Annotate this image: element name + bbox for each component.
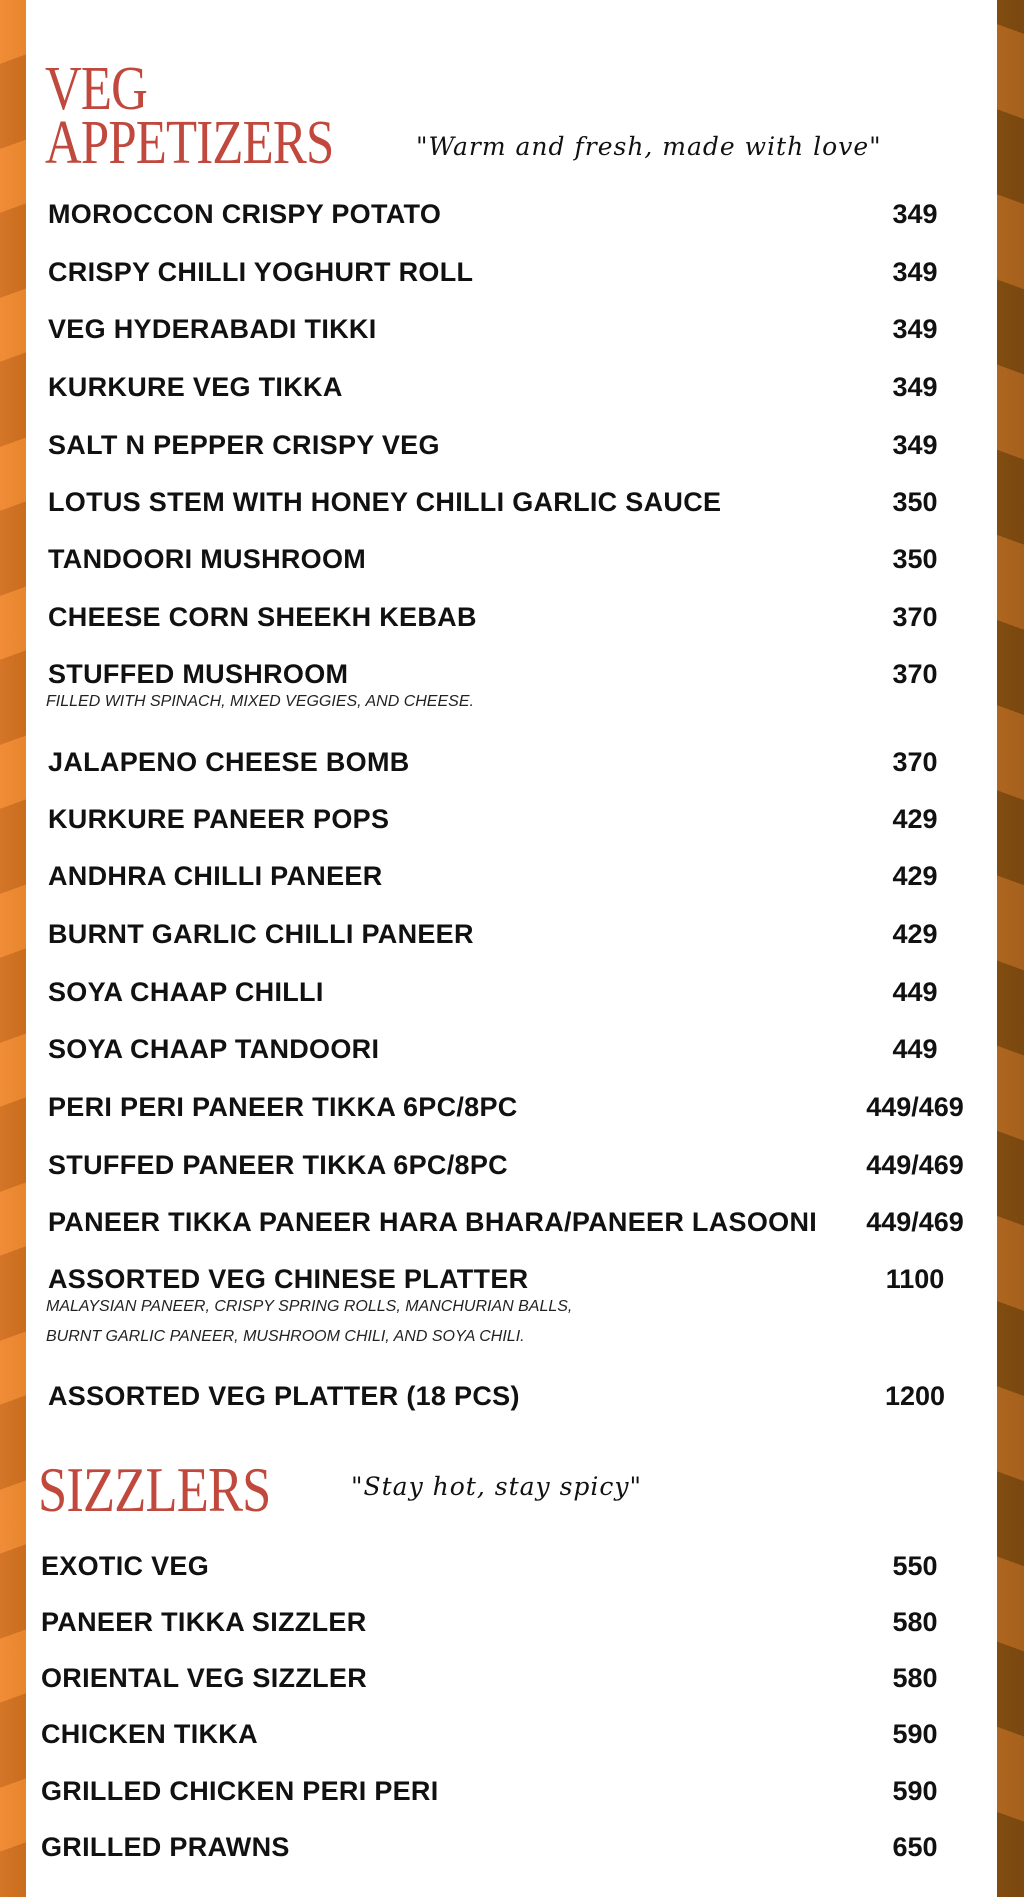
- menu-item: JALAPENO CHEESE BOMB 370: [26, 747, 997, 787]
- menu-item: GRILLED CHICKEN PERI PERI 590: [26, 1776, 997, 1816]
- menu-item-price: 429: [892, 919, 938, 949]
- menu-item-price: 449: [892, 977, 938, 1007]
- menu-item-price: 349: [892, 314, 938, 344]
- section-title-sizzlers: SIZZLERS: [38, 1454, 271, 1525]
- menu-item: MOROCCON CRISPY POTATO 349: [26, 199, 997, 239]
- menu-item: ANDHRA CHILLI PANEER 429: [26, 861, 997, 901]
- menu-item-name: GRILLED PRAWNS: [41, 1832, 290, 1862]
- menu-item-description: MALAYSIAN PANEER, CRISPY SPRING ROLLS, M…: [46, 1298, 573, 1315]
- menu-item-name: CHICKEN TIKKA: [41, 1719, 258, 1749]
- section-tagline: "Warm and fresh, made with love": [416, 132, 882, 161]
- menu-item-price: 429: [892, 861, 938, 891]
- menu-item-name: SALT N PEPPER CRISPY VEG: [48, 430, 440, 460]
- background-decoration-right: [997, 0, 1024, 1897]
- section-title-veg: VEG: [45, 55, 148, 123]
- menu-item-name: VEG HYDERABADI TIKKI: [48, 314, 377, 344]
- menu-item-name: ASSORTED VEG PLATTER (18 PCS): [48, 1381, 520, 1411]
- menu-item-price: 590: [892, 1719, 938, 1749]
- menu-item-price: 449/469: [866, 1207, 964, 1237]
- menu-item-name: JALAPENO CHEESE BOMB: [48, 747, 410, 777]
- menu-item-price: 349: [892, 372, 938, 402]
- menu-item-description: BURNT GARLIC PANEER, MUSHROOM CHILI, AND…: [46, 1328, 525, 1345]
- menu-item: ASSORTED VEG CHINESE PLATTER 1100 MALAYSIA…: [26, 1264, 997, 1345]
- menu-item-description: FILLED WITH SPINACH, MIXED VEGGIES, AND …: [46, 693, 474, 710]
- menu-item: CHICKEN TIKKA 590: [26, 1719, 997, 1759]
- menu-item-price: 370: [892, 747, 938, 777]
- menu-item-name: EXOTIC VEG: [41, 1551, 210, 1581]
- menu-item-price: 580: [892, 1607, 938, 1637]
- menu-item-price: 449: [892, 1034, 938, 1064]
- menu-item: LOTUS STEM WITH HONEY CHILLI GARLIC SAUC…: [26, 487, 997, 527]
- menu-item-name: ASSORTED VEG CHINESE PLATTER: [48, 1264, 529, 1294]
- menu-item-price: 349: [892, 430, 938, 460]
- menu-item-name: KURKURE VEG TIKKA: [48, 372, 343, 402]
- menu-item-name: PANEER TIKKA SIZZLER: [41, 1607, 367, 1637]
- section-tagline: "Stay hot, stay spicy": [351, 1472, 643, 1501]
- menu-item-price: 349: [892, 257, 938, 287]
- menu-item-price: 1100: [885, 1264, 945, 1294]
- menu-item-name: PERI PERI PANEER TIKKA 6PC/8PC: [48, 1092, 518, 1122]
- menu-item: SOYA CHAAP TANDOORI 449: [26, 1034, 997, 1074]
- menu-item-price: 349: [892, 199, 938, 229]
- menu-item-price: 550: [892, 1551, 938, 1581]
- menu-item: PANEER TIKKA SIZZLER 580: [26, 1607, 997, 1647]
- section-title-appetizers: APPETIZERS: [45, 109, 334, 177]
- menu-item-price: 449/469: [866, 1150, 964, 1180]
- menu-item: BURNT GARLIC CHILLI PANEER 429: [26, 919, 997, 959]
- menu-item-price: 429: [892, 804, 938, 834]
- menu-item: TANDOORI MUSHROOM 350: [26, 544, 997, 584]
- menu-item-name: KURKURE PANEER POPS: [48, 804, 390, 834]
- menu-item: CHEESE CORN SHEEKH KEBAB 370: [26, 602, 997, 642]
- menu-item-name: BURNT GARLIC CHILLI PANEER: [48, 919, 474, 949]
- menu-item: STUFFED PANEER TIKKA 6PC/8PC 449/469: [26, 1150, 997, 1190]
- menu-item: ASSORTED VEG PLATTER (18 PCS) 1200: [26, 1381, 997, 1421]
- menu-item: KURKURE PANEER POPS 429: [26, 804, 997, 844]
- menu-item-price: 370: [892, 602, 938, 632]
- menu-item-name: ORIENTAL VEG SIZZLER: [41, 1663, 368, 1693]
- menu-item-price: 1200: [884, 1381, 946, 1411]
- menu-item-name: STUFFED MUSHROOM: [48, 659, 349, 689]
- menu-item-name: CRISPY CHILLI YOGHURT ROLL: [48, 257, 474, 287]
- menu-item: EXOTIC VEG 550: [26, 1551, 997, 1591]
- menu-item: PERI PERI PANEER TIKKA 6PC/8PC 449/469: [26, 1092, 997, 1132]
- menu-item-name: CHEESE CORN SHEEKH KEBAB: [48, 602, 477, 632]
- menu-item: PANEER TIKKA PANEER HARA BHARA/PANEER LA…: [26, 1207, 997, 1247]
- menu-item: SOYA CHAAP CHILLI 449: [26, 977, 997, 1017]
- menu-item-name: LOTUS STEM WITH HONEY CHILLI GARLIC SAUC…: [48, 487, 722, 517]
- menu-item-name: TANDOORI MUSHROOM: [48, 544, 367, 574]
- menu-item-name: SOYA CHAAP TANDOORI: [48, 1034, 380, 1064]
- menu-item: KURKURE VEG TIKKA 349: [26, 372, 997, 412]
- menu-item-name: PANEER TIKKA PANEER HARA BHARA/PANEER LA…: [48, 1207, 818, 1237]
- menu-item-price: 350: [892, 487, 938, 517]
- menu-item-name: MOROCCON CRISPY POTATO: [48, 199, 442, 229]
- menu-item: CRISPY CHILLI YOGHURT ROLL 349: [26, 257, 997, 297]
- menu-item-price: 590: [892, 1776, 938, 1806]
- menu-item-price: 350: [892, 544, 938, 574]
- menu-item: STUFFED MUSHROOM 370 FILLED WITH SPINACH, …: [26, 659, 997, 710]
- menu-item: ORIENTAL VEG SIZZLER 580: [26, 1663, 997, 1703]
- menu-item-price: 650: [892, 1832, 938, 1862]
- menu-item-name: STUFFED PANEER TIKKA 6PC/8PC: [48, 1150, 508, 1180]
- menu-item-price: 580: [892, 1663, 938, 1693]
- menu-item-name: ANDHRA CHILLI PANEER: [48, 861, 383, 891]
- menu-item-price: 370: [892, 659, 938, 689]
- background-decoration-left: [0, 0, 26, 1897]
- menu-item-name: SOYA CHAAP CHILLI: [48, 977, 324, 1007]
- menu-item: GRILLED PRAWNS 650: [26, 1832, 997, 1872]
- menu-item: VEG HYDERABADI TIKKI 349: [26, 314, 997, 354]
- menu-item-name: GRILLED CHICKEN PERI PERI: [41, 1776, 439, 1806]
- menu-panel: VEG APPETIZERS "Warm and fresh, made wit…: [26, 0, 997, 1897]
- menu-item: SALT N PEPPER CRISPY VEG 349: [26, 430, 997, 470]
- menu-item-price: 449/469: [866, 1092, 964, 1122]
